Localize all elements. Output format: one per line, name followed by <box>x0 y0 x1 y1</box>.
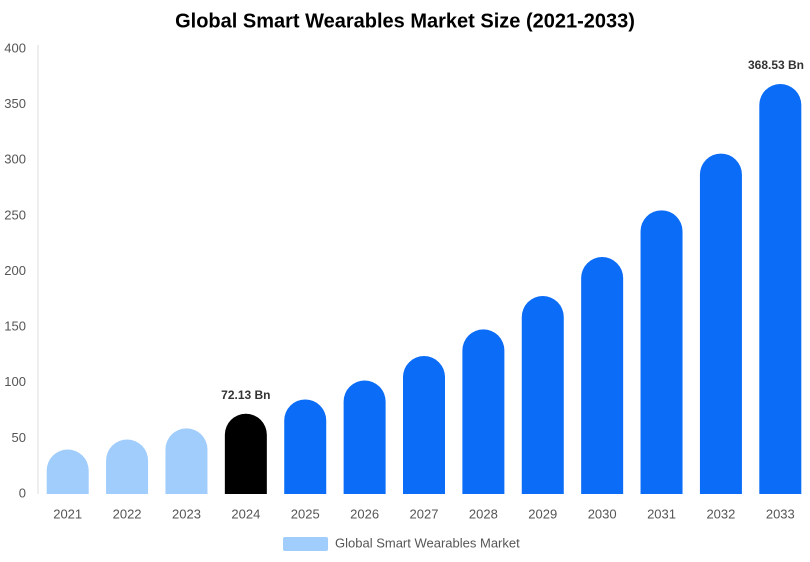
x-tick-label: 2028 <box>469 506 498 521</box>
bar <box>581 257 624 494</box>
x-tick-label: 2023 <box>172 506 201 521</box>
chart-title: Global Smart Wearables Market Size (2021… <box>175 10 635 32</box>
bar <box>640 210 683 494</box>
legend-label: Global Smart Wearables Market <box>335 535 520 550</box>
y-tick-label: 100 <box>4 374 26 389</box>
bar <box>224 413 267 494</box>
x-tick-label: 2033 <box>766 506 795 521</box>
bar <box>759 84 802 494</box>
bar <box>284 399 327 494</box>
value-label: 72.13 Bn <box>221 388 270 402</box>
y-tick-label: 0 <box>19 485 26 500</box>
x-tick-label: 2029 <box>528 506 557 521</box>
value-label: 368.53 Bn <box>748 58 804 72</box>
y-tick-label: 250 <box>4 207 26 222</box>
y-tick-label: 200 <box>4 263 26 278</box>
bar <box>46 449 89 494</box>
x-tick-label: 2026 <box>350 506 379 521</box>
y-tick-label: 400 <box>4 40 26 55</box>
bar <box>403 356 445 494</box>
x-tick-label: 2024 <box>231 506 260 521</box>
bar <box>343 380 386 494</box>
y-tick-label: 350 <box>4 96 26 111</box>
bar <box>165 428 208 494</box>
bar <box>106 439 149 494</box>
x-tick-label: 2022 <box>113 506 142 521</box>
bar <box>699 153 742 494</box>
x-tick-label: 2032 <box>706 506 735 521</box>
y-tick-label: 300 <box>4 152 26 167</box>
x-tick-label: 2021 <box>53 506 82 521</box>
x-tick-label: 2031 <box>647 506 676 521</box>
x-tick-label: 2027 <box>410 506 439 521</box>
x-tick-label: 2025 <box>291 506 320 521</box>
bar <box>462 329 505 494</box>
y-tick-label: 150 <box>4 319 26 334</box>
y-tick-label: 50 <box>12 430 26 445</box>
legend-swatch <box>283 537 328 551</box>
x-tick-label: 2030 <box>588 506 617 521</box>
bar <box>521 295 564 494</box>
